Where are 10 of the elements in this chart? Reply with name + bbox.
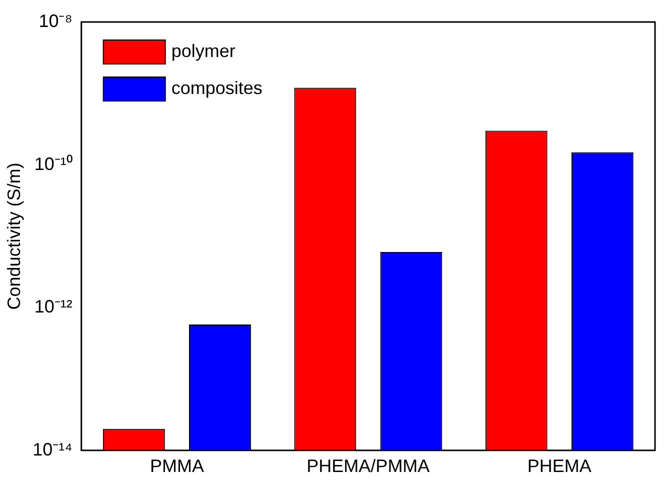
y-tick-label: 10⁻¹⁴	[32, 439, 72, 460]
x-tick-label: PHEMA/PMMA	[306, 456, 430, 476]
legend-label: composites	[171, 78, 262, 98]
y-tick-label: 10⁻¹⁰	[34, 154, 72, 174]
x-tick-label: PMMA	[150, 456, 204, 476]
x-tick-label: PHEMA	[527, 456, 592, 476]
y-tick-label: 10⁻⁸	[38, 10, 72, 31]
y-tick-label: 10⁻¹²	[34, 296, 72, 317]
legend-label: polymer	[171, 40, 236, 61]
y-axis-title: Conductivity (S/m)	[4, 162, 24, 310]
